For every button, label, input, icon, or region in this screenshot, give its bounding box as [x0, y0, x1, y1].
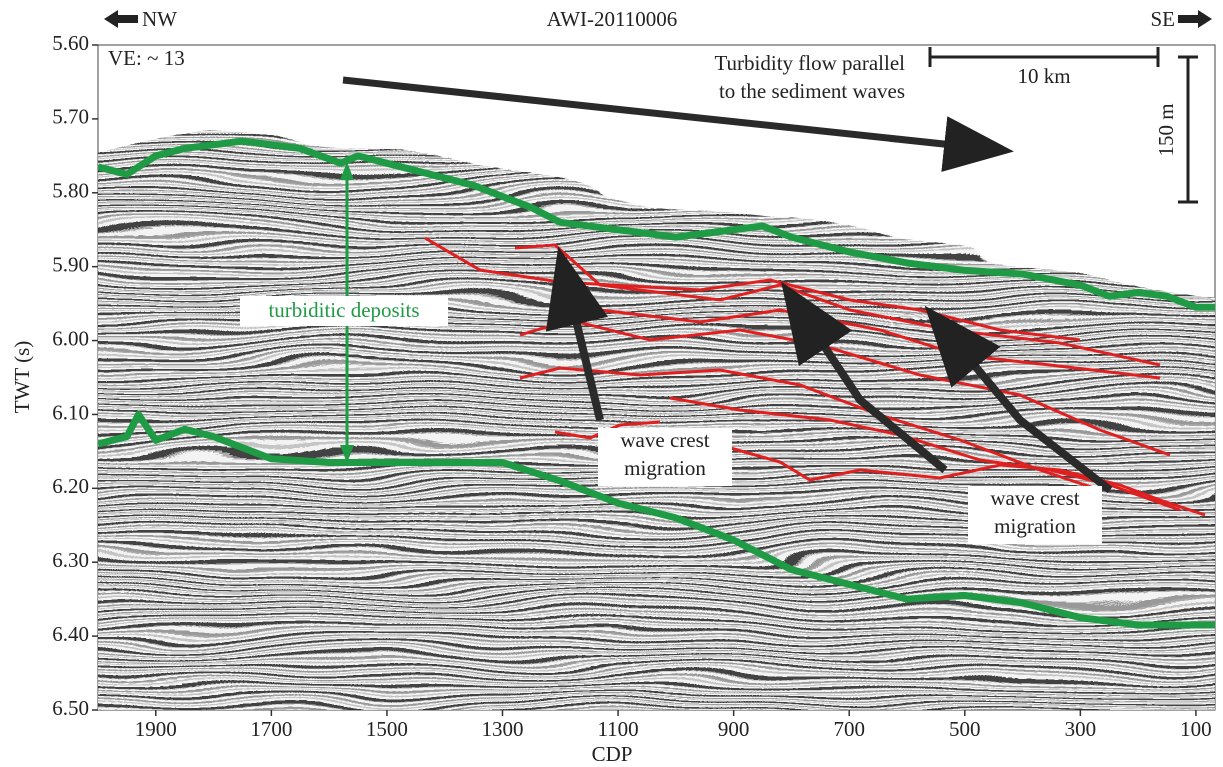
y-tick-label: 5.80: [52, 179, 89, 203]
annotation: migration: [994, 514, 1076, 538]
x-tick-label: 1900: [135, 717, 177, 741]
y-tick-label: 6.50: [52, 696, 89, 720]
nw-arrow: [104, 10, 138, 28]
arrows: [342, 76, 1113, 494]
x-tick-label: 100: [1180, 717, 1212, 741]
x-axis-label: CDP: [592, 742, 633, 766]
x-tick-label: 700: [833, 717, 865, 741]
y-tick-label: 5.60: [52, 31, 89, 55]
seismic-texture: [98, 130, 1215, 710]
y-tick-label: 6.40: [52, 622, 89, 646]
annotation: wave crest: [990, 486, 1079, 510]
direction-label: NW: [142, 7, 177, 31]
label-box: [598, 428, 732, 486]
annotation: migration: [624, 456, 706, 480]
chart-title: AWI-20110006: [547, 7, 678, 31]
annotation: Turbidity flow parallel: [714, 51, 905, 75]
x-tick-label: 500: [949, 717, 981, 741]
se-arrow: [1178, 10, 1212, 28]
annotation: turbiditic deposits: [268, 298, 419, 322]
annotation: wave crest: [620, 428, 709, 452]
seismic-image: [98, 130, 1215, 710]
annotation: to the sediment waves: [719, 79, 905, 103]
y-tick-label: 6.20: [52, 474, 89, 498]
annotation: VE: ~ 13: [108, 46, 185, 70]
horizon-line: [98, 410, 1215, 629]
annotation: 10 km: [1017, 64, 1070, 88]
migration-arrow: [545, 246, 609, 421]
flow-arrow: [342, 76, 1014, 172]
annotation: 150 m: [1154, 103, 1178, 156]
x-tick-label: 1300: [482, 717, 524, 741]
x-tick-label: 1700: [250, 717, 292, 741]
y-tick-label: 6.30: [52, 548, 89, 572]
x-tick-label: 1500: [366, 717, 408, 741]
y-tick-label: 5.70: [52, 105, 89, 129]
label-box: [968, 486, 1102, 544]
y-tick-label: 6.00: [52, 326, 89, 350]
y-axis-label: TWT (s): [10, 341, 34, 414]
label-box: [240, 296, 448, 326]
y-tick-label: 5.90: [52, 252, 89, 276]
horizons: [98, 137, 1215, 629]
migration-arrow: [924, 305, 1113, 494]
y-tick-label: 6.10: [52, 400, 89, 424]
x-tick-label: 300: [1065, 717, 1097, 741]
x-tick-label: 1100: [597, 717, 638, 741]
reflector: [599, 308, 1161, 380]
direction-label: SE: [1150, 7, 1175, 31]
horizon-line: [98, 137, 1215, 311]
x-tick-label: 900: [718, 717, 750, 741]
migration-arrow: [781, 281, 948, 474]
reflector: [719, 443, 1206, 517]
scale-bars: [928, 47, 1198, 204]
